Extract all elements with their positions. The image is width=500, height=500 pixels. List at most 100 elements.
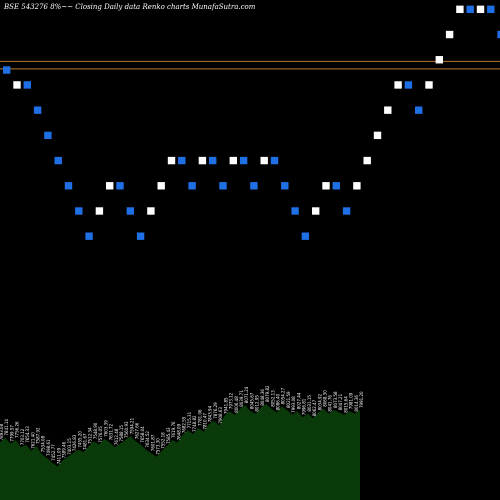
volume-label: 7552.18 xyxy=(161,432,166,449)
renko-brick-up xyxy=(384,106,392,114)
volume-label: 7534.08 xyxy=(41,435,46,452)
renko-brick-up xyxy=(435,56,443,64)
volume-label: 7634.52 xyxy=(145,431,150,448)
volume-label: 7993.08 xyxy=(291,396,296,413)
renko-brick-up xyxy=(373,131,382,140)
volume-label: 7389.46 xyxy=(62,441,67,458)
volume-label: 8039.71 xyxy=(239,390,244,407)
renko-brick-up xyxy=(394,81,402,89)
renko-brick-up xyxy=(476,5,485,14)
volume-label: 7603.39 xyxy=(103,420,108,437)
volume-label: 7981.09 xyxy=(349,392,354,409)
volume-label: 8006.48 xyxy=(234,396,239,413)
volume-label: 7512.34 xyxy=(88,427,93,444)
renko-brick-down xyxy=(250,182,258,190)
renko-brick-up xyxy=(363,156,371,165)
volume-label: 7893.08 xyxy=(0,423,4,440)
renko-brick-down xyxy=(126,207,134,215)
renko-brick-up xyxy=(445,30,454,39)
renko-brick-up xyxy=(198,156,207,165)
renko-bricks xyxy=(3,5,500,240)
volume-label: 7991.20 xyxy=(359,391,364,408)
volume-label: 8079.82 xyxy=(265,385,270,402)
volume-label: 8027.44 xyxy=(296,392,301,409)
renko-brick-down xyxy=(136,232,145,240)
volume-label: 7841.14 xyxy=(4,419,9,436)
volume-label: 7588.15 xyxy=(119,425,124,442)
renko-brick-up xyxy=(456,5,464,14)
renko-brick-down xyxy=(85,232,93,240)
renko-brick-up xyxy=(322,182,330,190)
volume-label: 7619.76 xyxy=(171,421,176,438)
renko-brick-up xyxy=(229,156,237,165)
renko-brick-down xyxy=(23,81,31,89)
renko-brick-down xyxy=(75,207,83,215)
volume-panel: 7893.08 7841.14 7799.57 7756.26 7703.12 7654.… xyxy=(0,385,364,500)
volume-label: 7658.04 xyxy=(140,426,145,443)
volume-label: 7548.90 xyxy=(93,422,98,439)
volume-label: 7973.12 xyxy=(229,392,234,409)
renko-brick-down xyxy=(54,156,62,165)
volume-label: 8071.24 xyxy=(244,386,249,403)
volume-label: 7648.09 xyxy=(176,423,181,440)
renko-brick-up xyxy=(147,207,155,215)
renko-brick-down xyxy=(404,81,413,89)
volume-label: 7941.85 xyxy=(223,397,228,414)
volume-label: 8073.58 xyxy=(333,391,338,408)
renko-brick-down xyxy=(239,156,248,165)
renko-brick-down xyxy=(64,182,73,190)
volume-label: 8068.30 xyxy=(323,390,328,407)
renko-brick-down xyxy=(188,182,196,190)
renko-brick-down xyxy=(332,182,340,190)
volume-label: 7594.21 xyxy=(129,417,134,434)
volume-label: 7810.47 xyxy=(203,413,208,430)
renko-brick-down xyxy=(281,182,289,190)
renko-brick-up xyxy=(95,207,104,215)
renko-brick-up xyxy=(13,81,21,89)
renko-brick-down xyxy=(219,182,227,190)
volume-label: 8054.27 xyxy=(281,387,286,404)
volume-label: 7799.57 xyxy=(9,425,14,442)
renko-brick-up xyxy=(167,156,176,165)
volume-label: 7587.92 xyxy=(36,427,41,444)
volume-label: 8045.67 xyxy=(249,392,254,409)
renko-brick-up xyxy=(260,156,268,165)
renko-brick-down xyxy=(44,131,52,140)
volume-label: 7573.30 xyxy=(156,438,161,455)
renko-brick-down xyxy=(116,182,124,190)
volume-label: 7703.12 xyxy=(20,428,25,445)
volume-label: 8047.21 xyxy=(338,393,343,410)
renko-brick-down xyxy=(342,207,351,215)
volume-label: 8031.15 xyxy=(307,395,312,412)
volume-label: 7481.67 xyxy=(83,433,88,450)
volume-label: 7996.81 xyxy=(302,398,307,415)
volume-label: 8048.36 xyxy=(260,389,265,406)
volume-label: 7403.15 xyxy=(67,438,72,455)
volume-label: 7455.20 xyxy=(77,431,82,448)
volume-label: 8062.47 xyxy=(312,399,317,416)
volume-label: 7876.29 xyxy=(213,402,218,419)
volume-label: 7748.82 xyxy=(192,415,197,432)
volume-label: 7601.87 xyxy=(150,434,155,451)
volume-label: 8012.95 xyxy=(255,395,260,412)
volume-label: 8041.76 xyxy=(328,395,333,412)
renko-brick-up xyxy=(425,81,433,89)
renko-brick-up xyxy=(106,182,114,190)
volume-label: 7843.94 xyxy=(208,405,213,422)
volume-label: 7585.43 xyxy=(166,427,171,444)
volume-label: 7781.06 xyxy=(197,409,202,426)
volume-label: 7612.48 xyxy=(114,428,119,445)
volume-label: 7715.31 xyxy=(187,411,192,428)
chart-title: BSE 543276 8%~~ Closing Daily data Renko… xyxy=(4,3,256,11)
volume-label: 7654.33 xyxy=(25,426,30,443)
volume-label: 7756.26 xyxy=(15,421,20,438)
renko-brick-down xyxy=(291,207,299,215)
renko-brick-down xyxy=(270,156,279,165)
volume-label: 7631.72 xyxy=(109,423,114,440)
renko-brick-down xyxy=(466,5,474,14)
volume-label: 7426.83 xyxy=(72,434,77,451)
volume-label: 7682.55 xyxy=(182,416,187,433)
renko-brick-down xyxy=(487,5,495,14)
renko-brick-down xyxy=(415,106,423,114)
